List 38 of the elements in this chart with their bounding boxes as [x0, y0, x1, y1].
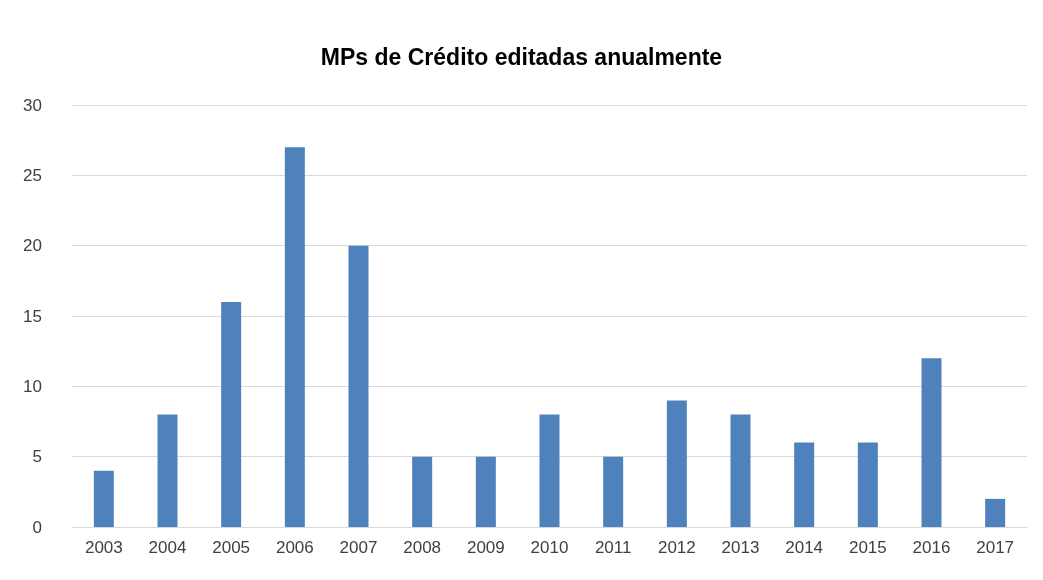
- bar: [603, 456, 624, 527]
- bar: [475, 456, 496, 527]
- x-tick-label: 2006: [275, 538, 314, 557]
- x-tick-label: 2005: [212, 538, 251, 557]
- bar: [93, 470, 114, 527]
- bar: [221, 301, 242, 527]
- x-tick-label: 2015: [848, 538, 887, 557]
- bar: [857, 442, 878, 527]
- bar: [666, 400, 687, 527]
- bar: [157, 414, 178, 527]
- y-tick-label: 20: [23, 236, 42, 256]
- y-tick-label: 30: [23, 95, 42, 115]
- x-tick-label: 2003: [84, 538, 123, 557]
- bar: [412, 456, 433, 527]
- x-tick-label: 2014: [785, 538, 824, 557]
- x-tick-label: 2009: [466, 538, 505, 557]
- y-tick-label: 15: [23, 306, 42, 326]
- x-tick-label: 2017: [976, 538, 1015, 557]
- bar: [284, 147, 305, 527]
- x-tick-label: 2007: [339, 538, 378, 557]
- bar: [730, 414, 751, 527]
- bar: [794, 442, 815, 527]
- x-tick-label: 2012: [657, 538, 696, 557]
- x-tick-label: 2011: [594, 538, 632, 557]
- bar: [985, 498, 1006, 527]
- x-tick-label: 2016: [912, 538, 951, 557]
- chart-title: MPs de Crédito editadas anualmente: [320, 43, 723, 70]
- bar: [348, 245, 369, 527]
- x-tick-label: 2004: [148, 538, 187, 557]
- x-tick-label: 2010: [530, 538, 569, 557]
- y-tick-label: 5: [32, 447, 42, 467]
- bar: [539, 414, 560, 527]
- y-tick-label: 25: [23, 165, 42, 185]
- y-tick-label: 10: [23, 376, 42, 396]
- x-tick-label: 2008: [403, 538, 442, 557]
- y-tick-label: 0: [32, 517, 42, 537]
- x-tick-label: 2013: [721, 538, 760, 557]
- bar: [921, 358, 942, 527]
